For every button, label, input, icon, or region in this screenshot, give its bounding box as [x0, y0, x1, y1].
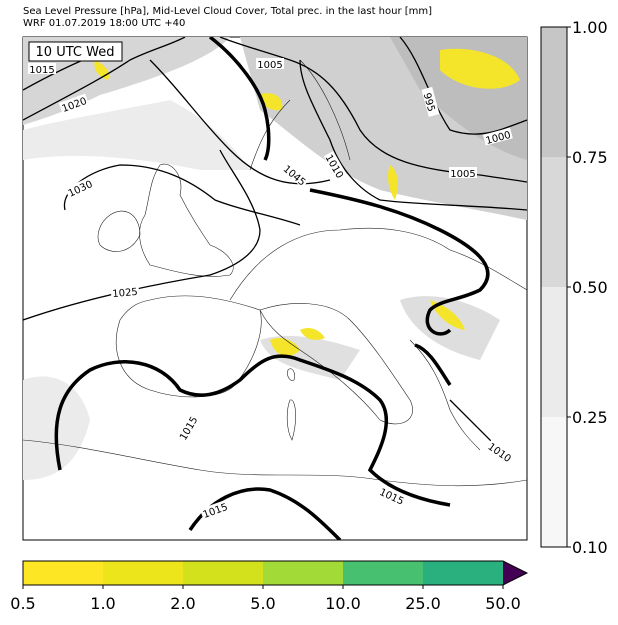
precip-tick-label: 10.0 — [325, 594, 361, 613]
cloud-colorbar: 1.00 0.75 0.50 0.25 0.10 — [540, 18, 608, 557]
contour-label-bg — [175, 412, 200, 443]
contour-label: 995 — [421, 92, 437, 113]
contour-label-bg — [485, 439, 515, 465]
subtitle: WRF 01.07.2019 18:00 UTC +40 — [23, 18, 185, 29]
time-box — [28, 41, 123, 62]
cloud-tick-label: 1.00 — [572, 18, 608, 37]
precip-color-band — [263, 561, 343, 585]
contour-label: 1015 — [29, 65, 54, 76]
time-label: 10 UTC Wed — [36, 45, 115, 60]
contour-label-bg — [256, 58, 284, 69]
contour-label-bg — [110, 284, 140, 299]
precip-colorbar-frame — [22, 560, 529, 586]
precip-color-band — [183, 561, 263, 585]
precip-tick-label: 2.0 — [170, 594, 195, 613]
precip-tick-label: 5.0 — [250, 594, 275, 613]
cloud-tick-label: 0.10 — [572, 538, 608, 557]
precip-tick-label: 25.0 — [405, 594, 441, 613]
contour-label-bg — [58, 93, 89, 114]
cloud-color-band — [541, 417, 567, 547]
cloud-color-band — [541, 287, 567, 417]
precip-color-band — [103, 561, 183, 585]
contour-label: 1005 — [257, 60, 282, 71]
contour-label-bg — [64, 176, 95, 199]
precip-color-band — [23, 561, 103, 585]
cloud-tick-label: 0.50 — [572, 278, 608, 297]
map: 10 UTC Wed 10151020103010251005995100010… — [22, 36, 528, 541]
contour-label-bg — [482, 127, 513, 146]
cloud-color-band — [541, 157, 567, 287]
contour-label: 1025 — [112, 287, 138, 300]
precip-tick-label: 50.0 — [485, 594, 521, 613]
cloud-color-band — [541, 27, 567, 157]
contour-label-bg — [377, 484, 408, 507]
precip-colorbar: 0.5 1.0 2.0 5.0 10.0 25.0 50.0 — [10, 560, 529, 613]
contour-label-bg — [449, 167, 477, 178]
precip-over-arrow — [503, 561, 527, 585]
precip-color-band — [423, 561, 503, 585]
contour-label-bg — [281, 161, 310, 188]
precip-tick-label: 0.5 — [10, 594, 35, 613]
precip-tick-label: 1.0 — [90, 594, 115, 613]
contour-label-bg — [28, 63, 56, 74]
title: Sea Level Pressure [hPa], Mid-Level Clou… — [23, 6, 432, 17]
contour-label-bg — [199, 499, 230, 520]
cloud-tick-label: 0.25 — [572, 408, 608, 427]
cloud-tick-label: 0.75 — [572, 148, 608, 167]
precip-color-band — [343, 561, 423, 585]
contour-label: 1005 — [450, 169, 475, 180]
contour-label-bg — [421, 86, 440, 117]
contour-label-bg — [323, 150, 348, 181]
